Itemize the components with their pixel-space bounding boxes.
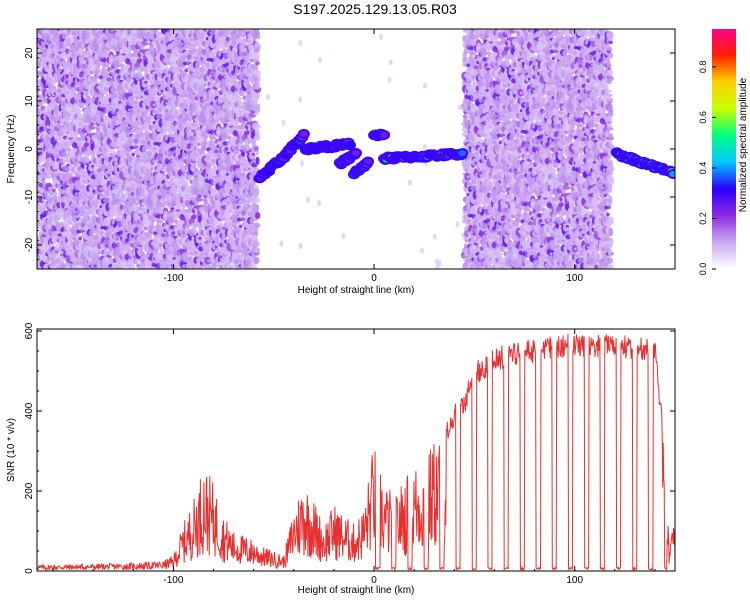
noise-cell xyxy=(138,206,142,211)
chart-title: S197.2025.129.13.05.R03 xyxy=(293,1,457,17)
noise-cell xyxy=(62,151,67,159)
noise-cell xyxy=(139,246,143,252)
noise-cell xyxy=(76,108,82,114)
noise-cell xyxy=(192,162,197,168)
noise-cell xyxy=(85,90,89,96)
noise-cell xyxy=(81,103,86,107)
noise-cell xyxy=(58,98,62,102)
noise-cell xyxy=(191,122,196,127)
noise-cell xyxy=(51,166,60,170)
noise-cell xyxy=(62,157,66,163)
noise-cell xyxy=(52,87,57,91)
noise-cell xyxy=(55,154,59,158)
noise-cell xyxy=(188,175,194,179)
spectrogram-cells xyxy=(37,29,675,269)
noise-cell xyxy=(53,191,58,197)
noise-cell xyxy=(37,235,40,240)
noise-cell xyxy=(37,255,41,260)
noise-cell xyxy=(39,119,44,124)
noise-cell xyxy=(135,259,141,263)
noise-cell xyxy=(41,198,46,202)
noise-cell xyxy=(44,258,51,264)
noise-cell xyxy=(75,29,84,33)
noise-cell xyxy=(183,180,189,186)
noise-cell xyxy=(83,50,88,55)
noise-cell xyxy=(47,186,54,190)
